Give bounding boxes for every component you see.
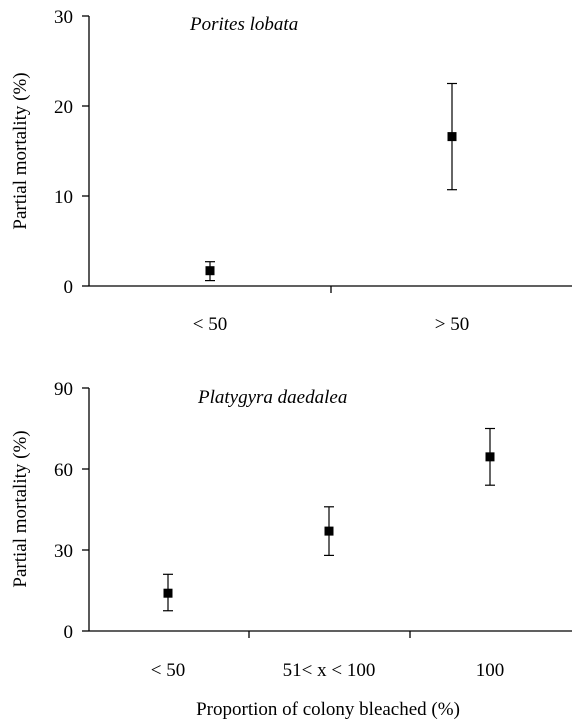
x-tick-label: < 50 bbox=[193, 314, 227, 335]
species-title: Platygyra daedalea bbox=[197, 387, 347, 408]
y-tick-label: 60 bbox=[54, 460, 73, 481]
data-point bbox=[205, 266, 215, 276]
data-point bbox=[485, 452, 495, 462]
y-axis-title: Partial mortality (%) bbox=[10, 72, 31, 229]
y-tick-label: 90 bbox=[54, 379, 73, 400]
x-tick-label: 51< x < 100 bbox=[283, 660, 376, 681]
y-axis-title: Partial mortality (%) bbox=[10, 430, 31, 587]
x-tick-label: 100 bbox=[476, 660, 505, 681]
x-tick-label: < 50 bbox=[151, 660, 185, 681]
y-tick-label: 0 bbox=[64, 622, 74, 643]
panel-platygyra: Platygyra daedalea Partial mortality (%)… bbox=[10, 379, 572, 720]
y-tick-label: 0 bbox=[64, 277, 74, 298]
y-tick-label: 30 bbox=[54, 541, 73, 562]
species-title: Porites lobata bbox=[189, 14, 298, 35]
data-point bbox=[324, 526, 334, 536]
y-tick-label: 20 bbox=[54, 97, 73, 118]
y-tick-label: 30 bbox=[54, 7, 73, 28]
y-tick-label: 10 bbox=[54, 187, 73, 208]
data-point bbox=[163, 588, 173, 598]
data-point bbox=[447, 132, 457, 142]
x-tick-label: > 50 bbox=[435, 314, 469, 335]
x-axis-title: Proportion of colony bleached (%) bbox=[196, 699, 460, 720]
panel-porites: Porites lobata Partial mortality (%) < 5… bbox=[10, 7, 572, 335]
